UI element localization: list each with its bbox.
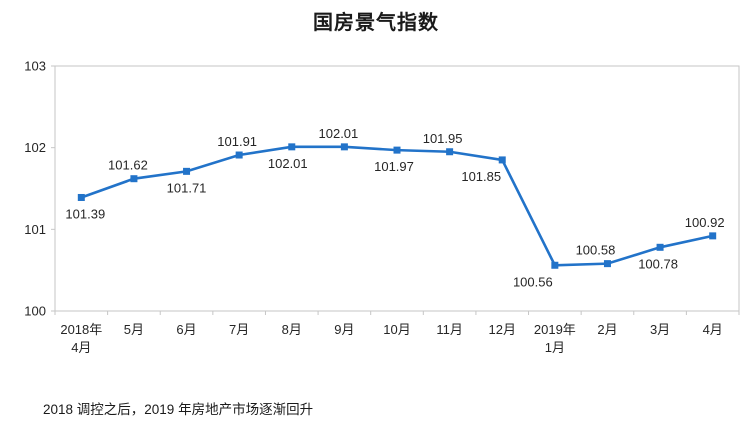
data-point-label: 102.01 [268, 156, 308, 171]
data-point-marker [235, 151, 243, 159]
data-point-label: 100.56 [513, 274, 553, 289]
y-axis-tick-label: 102 [24, 140, 46, 155]
x-axis-tick-label: 6月 [176, 322, 196, 337]
data-point-label: 101.62 [108, 158, 148, 173]
x-axis-tick-label: 11月 [436, 322, 463, 337]
data-point-label: 100.92 [685, 215, 725, 230]
data-point-marker [446, 148, 454, 156]
x-axis-tick-label: 10月 [383, 322, 410, 337]
data-point-marker [288, 143, 296, 151]
x-axis-tick-label: 3月 [650, 322, 670, 337]
x-axis-tick-label: 7月 [229, 322, 249, 337]
x-axis-tick-label: 2月 [597, 322, 617, 337]
data-point-label: 101.97 [374, 159, 414, 174]
data-point-marker [498, 156, 506, 164]
x-axis-tick-label: 4月 [703, 322, 723, 337]
y-axis-tick-label: 100 [24, 304, 46, 319]
data-point-marker [183, 167, 191, 175]
chart-title: 国房景气指数 [313, 12, 439, 34]
x-axis-tick-label: 9月 [334, 322, 354, 337]
data-point-label: 101.91 [217, 134, 257, 149]
data-point-marker [603, 260, 611, 268]
x-axis-tick-label: 12月 [488, 322, 515, 337]
y-axis-tick-label: 103 [24, 59, 46, 74]
data-point-marker [77, 193, 85, 201]
data-point-label: 100.78 [638, 256, 678, 271]
data-point-label: 101.85 [461, 169, 501, 184]
data-point-marker [551, 261, 559, 269]
data-point-marker [340, 143, 348, 151]
x-axis-tick-label: 8月 [282, 322, 302, 337]
data-point-label: 102.01 [319, 126, 359, 141]
data-point-marker [393, 146, 401, 154]
data-point-label: 101.71 [167, 180, 207, 195]
data-point-label: 101.95 [423, 131, 463, 146]
x-axis-tick-label: 5月 [124, 322, 144, 337]
x-axis-tick-label: 2019年 1月 [534, 322, 576, 355]
plot-border [54, 65, 740, 312]
data-point-marker [709, 232, 717, 240]
annotation-caption: 2018 调控之后，2019 年房地产市场逐渐回升 [43, 402, 314, 417]
data-point-marker [656, 243, 664, 251]
data-point-marker [130, 175, 138, 183]
y-axis-tick-label: 101 [24, 222, 46, 237]
x-axis-tick-label: 2018年 4月 [60, 322, 102, 355]
data-point-label: 101.39 [65, 206, 105, 221]
data-point-label: 100.58 [576, 243, 616, 258]
